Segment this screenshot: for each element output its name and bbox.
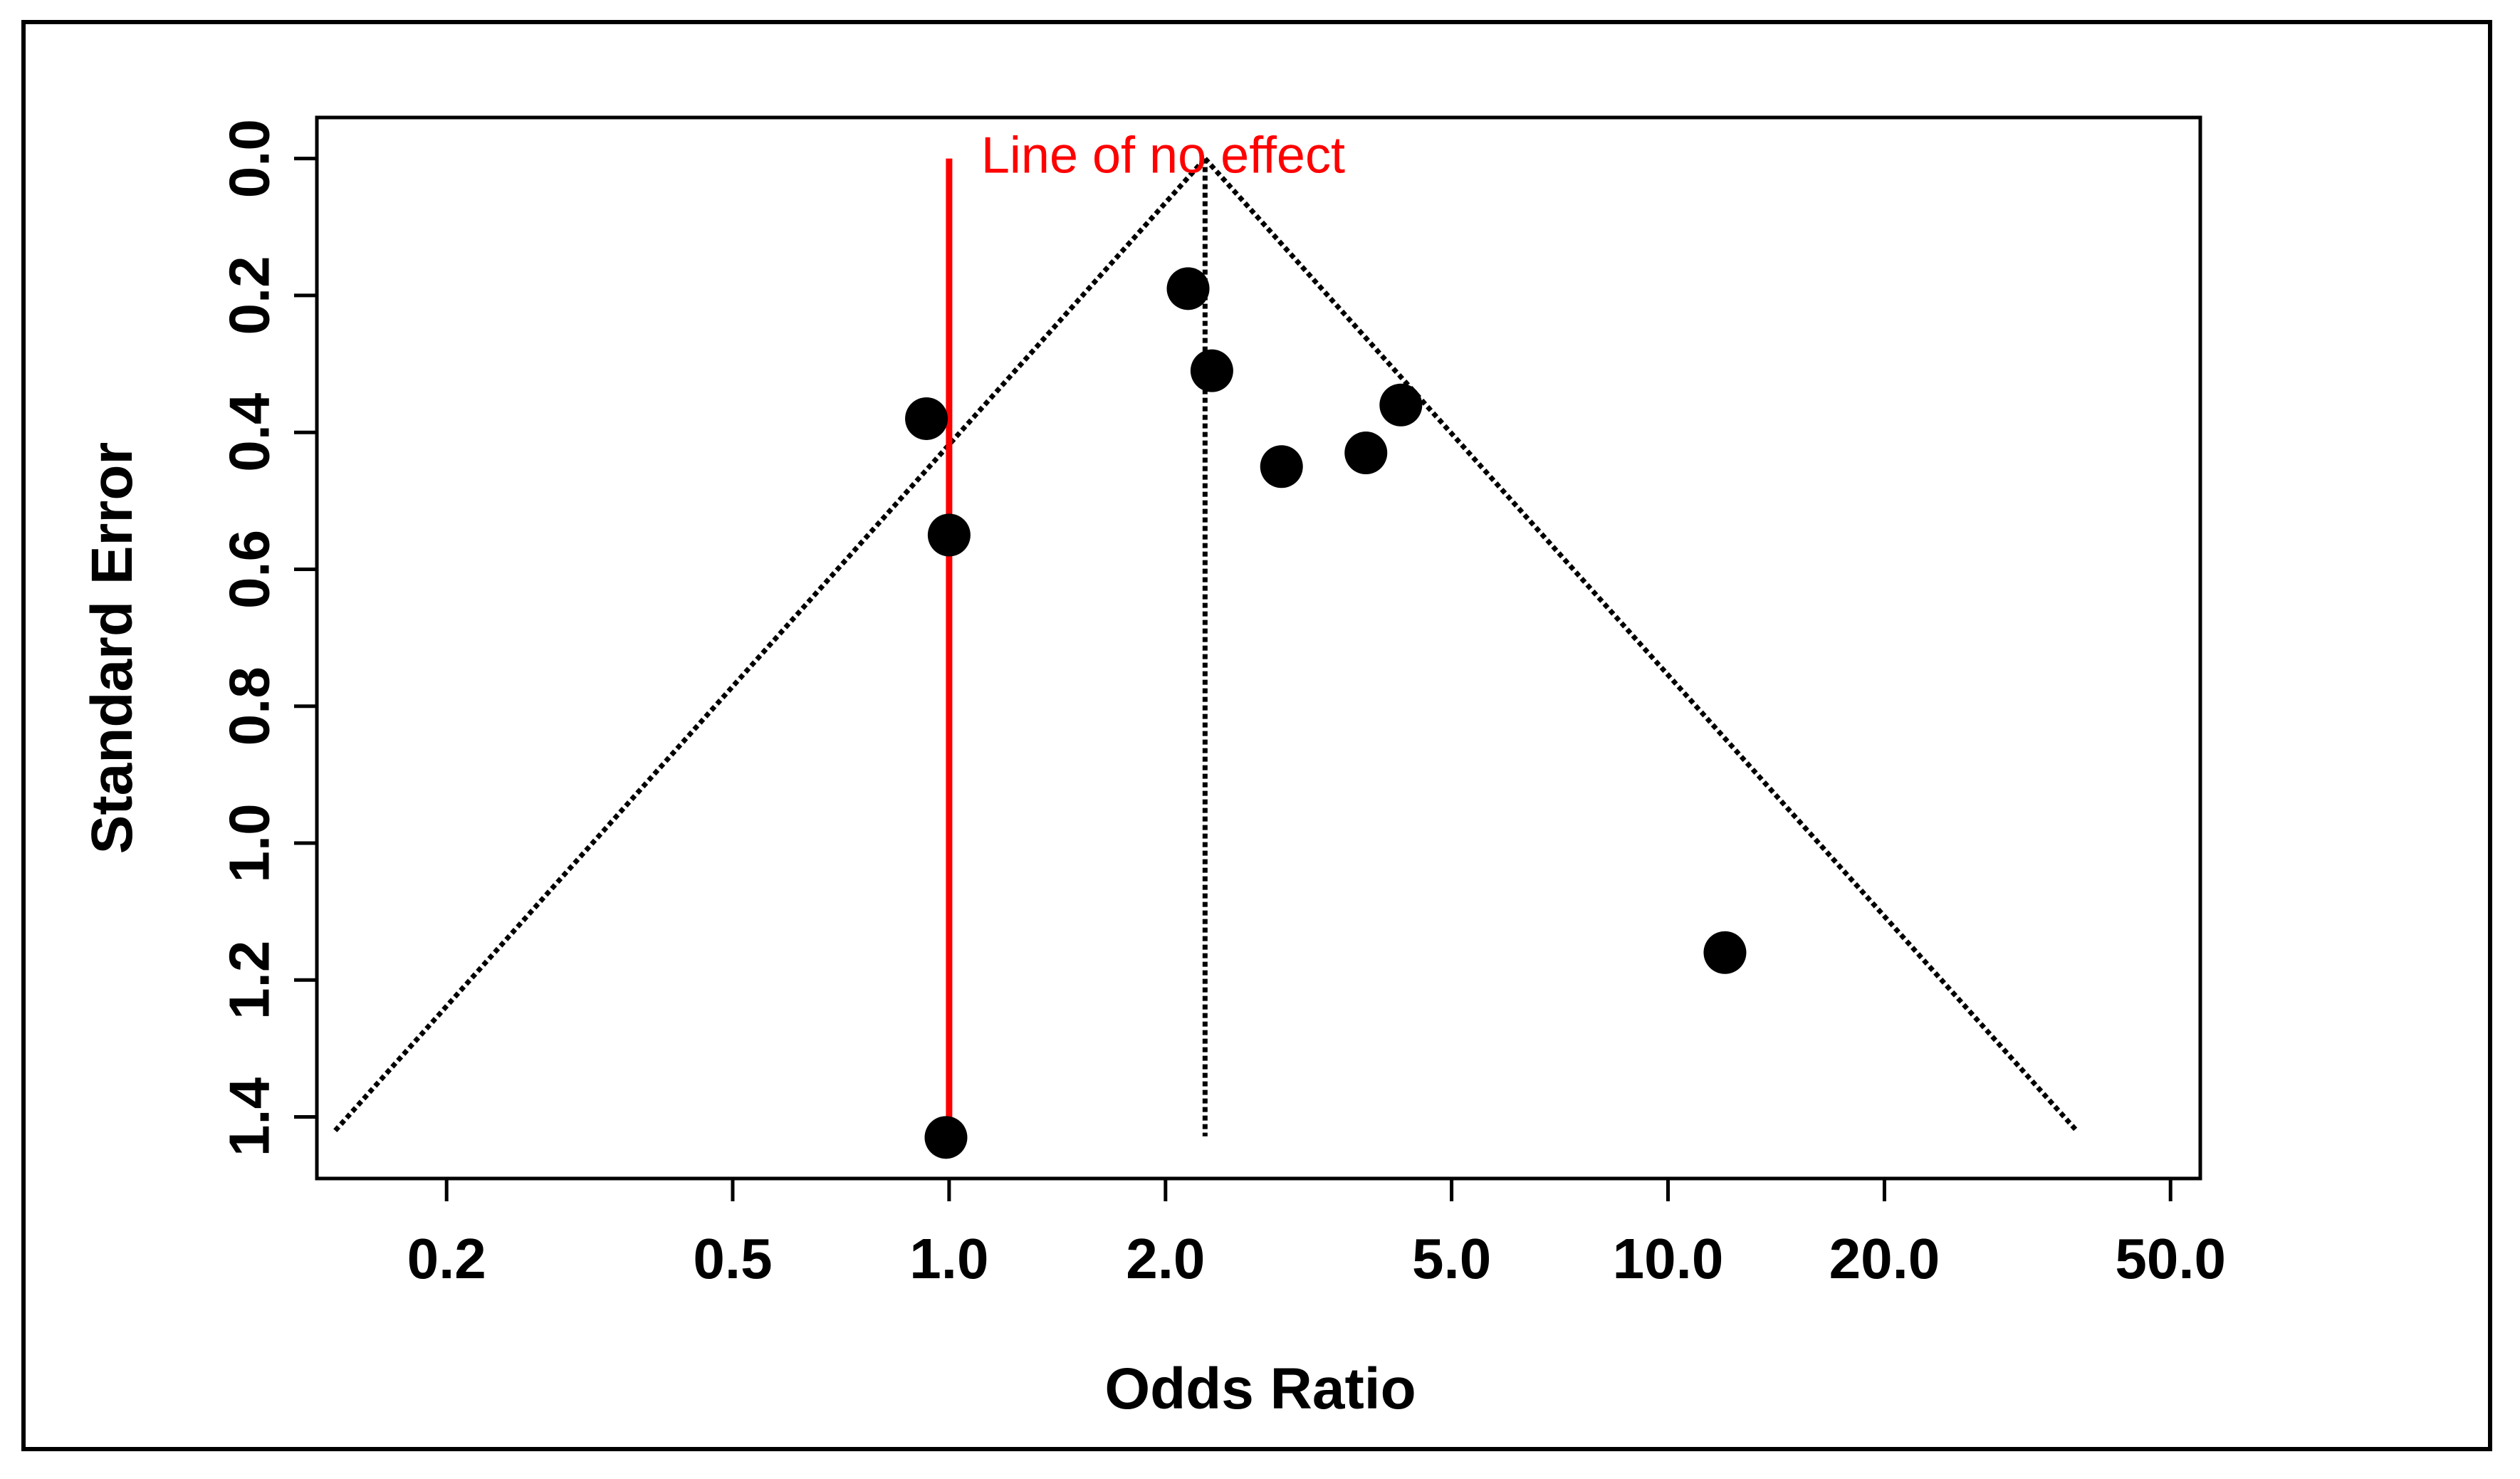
no-effect-label: Line of no effect	[981, 127, 1345, 184]
x-axis: 0.2 0.5 1.0 2.0 5.0 10.0 20.0 50.0	[407, 1176, 2226, 1290]
x-tick-label: 20.0	[1829, 1227, 1940, 1290]
x-tick-label: 5.0	[1412, 1227, 1491, 1290]
x-tick-label: 1.0	[909, 1227, 988, 1290]
y-tick-label: 0.4	[218, 392, 281, 472]
study-point	[927, 513, 971, 557]
y-tick-label: 1.4	[218, 1077, 281, 1156]
study-point	[905, 397, 948, 440]
study-point	[1260, 445, 1303, 488]
y-tick-label: 0.8	[218, 667, 281, 746]
x-tick-label: 50.0	[2115, 1227, 2226, 1290]
figure-frame	[21, 20, 2492, 1451]
no-effect-line-group: Line of no effect	[946, 127, 1345, 1131]
study-point	[924, 1116, 968, 1159]
study-point	[1166, 267, 1210, 310]
study-point	[1190, 349, 1233, 392]
y-axis: 0.0 0.2 0.4 0.6 0.8 1.0 1.2 1.4	[218, 119, 319, 1156]
x-tick-label: 0.2	[407, 1227, 486, 1290]
funnel-right-line	[1203, 157, 2079, 1133]
study-point	[1379, 383, 1423, 427]
y-axis-title: Standard Error	[80, 442, 145, 855]
y-tick-label: 1.2	[218, 941, 281, 1020]
x-tick-label: 10.0	[1613, 1227, 1724, 1290]
x-tick-label: 2.0	[1126, 1227, 1205, 1290]
funnel-left-line	[333, 157, 1207, 1133]
study-point	[1703, 931, 1747, 974]
study-points	[905, 267, 1747, 1159]
y-tick-label: 0.6	[218, 530, 281, 609]
funnel-lines	[333, 157, 2079, 1133]
study-point	[1344, 432, 1388, 475]
y-tick-label: 0.2	[218, 256, 281, 335]
y-tick-label: 1.0	[218, 803, 281, 882]
x-tick-label: 0.5	[693, 1227, 772, 1290]
x-axis-title: Odds Ratio	[1104, 1357, 1416, 1421]
plot-area-border	[315, 115, 2202, 1181]
y-tick-label: 0.0	[218, 119, 281, 198]
